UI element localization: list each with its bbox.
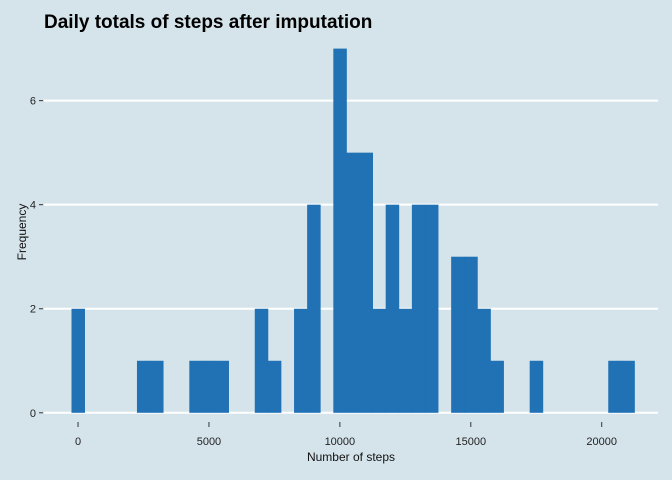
x-tick-label: 0 bbox=[75, 436, 81, 448]
histogram-bar bbox=[333, 48, 347, 413]
histogram-bar bbox=[621, 360, 635, 413]
x-axis-title: Number of steps bbox=[307, 450, 395, 464]
y-tick-label: 4 bbox=[30, 200, 36, 212]
histogram-bar bbox=[411, 204, 426, 413]
histogram-bar bbox=[254, 308, 269, 413]
histogram-bar bbox=[202, 360, 216, 413]
histogram-bar bbox=[71, 308, 85, 413]
x-tick-label: 15000 bbox=[455, 436, 486, 448]
histogram-bar bbox=[267, 360, 282, 413]
chart-title: Daily totals of steps after imputation bbox=[44, 12, 373, 33]
y-tick-label: 2 bbox=[30, 304, 36, 316]
histogram-bar bbox=[215, 360, 229, 413]
histogram-bar bbox=[385, 204, 400, 413]
histogram-bar bbox=[359, 152, 374, 413]
histogram-bar bbox=[424, 204, 439, 413]
histogram-bar bbox=[490, 360, 504, 413]
histogram-bar bbox=[294, 308, 308, 413]
histogram-bar bbox=[150, 360, 164, 413]
y-tick-label: 6 bbox=[30, 96, 36, 108]
histogram-bar bbox=[398, 308, 413, 413]
histogram-bars bbox=[71, 48, 635, 413]
histogram-bar bbox=[464, 256, 478, 413]
histogram-bar bbox=[372, 308, 387, 413]
x-tick-label: 20000 bbox=[586, 436, 617, 448]
y-axis-title: Frequency bbox=[15, 204, 29, 261]
x-tick-label: 5000 bbox=[197, 436, 221, 448]
histogram-bar bbox=[608, 360, 622, 413]
axes: 0 5000 10000 15000 20000 0 2 4 6 bbox=[30, 96, 617, 448]
y-tick-label: 0 bbox=[30, 408, 36, 420]
histogram-bar bbox=[307, 204, 321, 413]
x-tick-label: 10000 bbox=[325, 436, 356, 448]
histogram-bar bbox=[189, 360, 203, 413]
histogram-bar bbox=[477, 308, 491, 413]
histogram-bar bbox=[529, 360, 544, 413]
histogram-bar bbox=[451, 256, 465, 413]
histogram-bar bbox=[136, 360, 151, 413]
histogram-bar bbox=[346, 152, 360, 413]
